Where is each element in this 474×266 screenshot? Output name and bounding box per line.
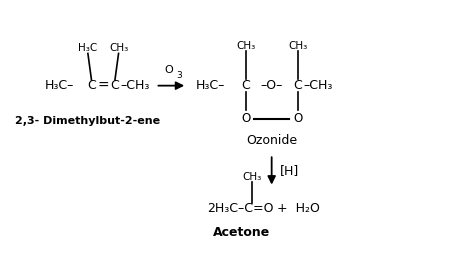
Text: O: O bbox=[241, 112, 250, 125]
Text: +  H₂O: + H₂O bbox=[277, 202, 320, 215]
Text: CH₃: CH₃ bbox=[236, 41, 255, 51]
Text: O: O bbox=[164, 65, 173, 75]
Text: –O–: –O– bbox=[261, 79, 283, 92]
Text: 2,3- Dimethylbut-2-ene: 2,3- Dimethylbut-2-ene bbox=[15, 116, 160, 126]
Text: C: C bbox=[110, 79, 119, 92]
Text: O: O bbox=[293, 112, 302, 125]
Text: C: C bbox=[293, 79, 302, 92]
Text: Ozonide: Ozonide bbox=[246, 134, 297, 147]
Text: C: C bbox=[241, 79, 250, 92]
Text: –CH₃: –CH₃ bbox=[120, 79, 150, 92]
Text: H₃C: H₃C bbox=[78, 43, 98, 53]
Text: CH₃: CH₃ bbox=[243, 172, 262, 182]
Text: CH₃: CH₃ bbox=[109, 43, 128, 53]
Text: [H]: [H] bbox=[280, 164, 299, 177]
Text: =: = bbox=[97, 79, 109, 93]
Text: H₃C–: H₃C– bbox=[196, 79, 226, 92]
Text: 2H₃C–C=O: 2H₃C–C=O bbox=[208, 202, 274, 215]
Text: Acetone: Acetone bbox=[213, 226, 270, 239]
Text: 3: 3 bbox=[176, 71, 182, 80]
Text: H₃C–: H₃C– bbox=[45, 79, 74, 92]
Text: –CH₃: –CH₃ bbox=[303, 79, 332, 92]
Text: CH₃: CH₃ bbox=[288, 41, 307, 51]
Text: C: C bbox=[87, 79, 96, 92]
